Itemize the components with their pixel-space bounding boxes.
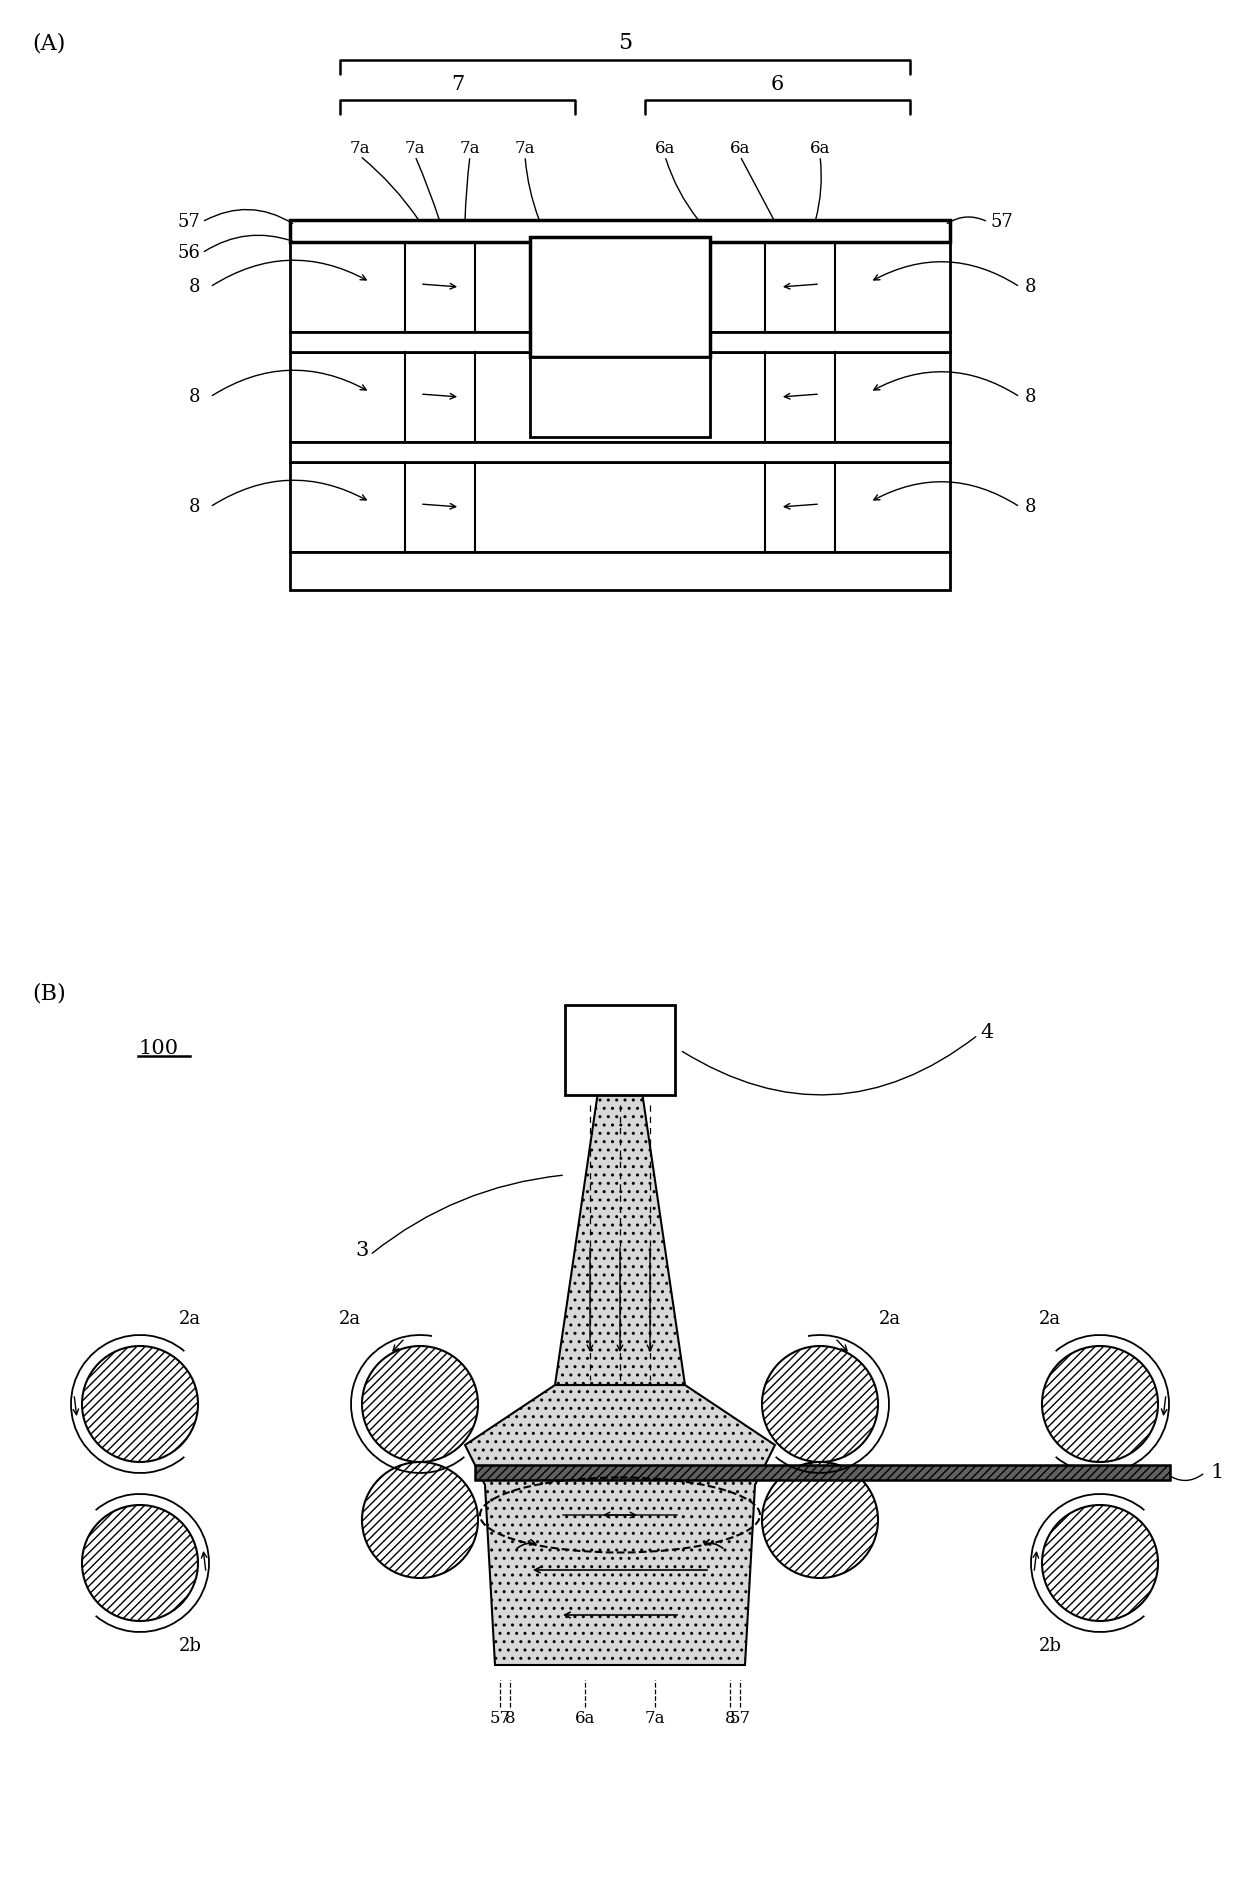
- Bar: [290, 462, 950, 552]
- Text: 57: 57: [490, 1710, 511, 1727]
- Text: 2a: 2a: [339, 1310, 361, 1329]
- Bar: [290, 242, 950, 332]
- Circle shape: [1042, 1505, 1158, 1622]
- Bar: [290, 220, 950, 242]
- Bar: [290, 552, 950, 589]
- Bar: [290, 332, 950, 353]
- Text: 8: 8: [1025, 389, 1037, 405]
- Text: 7a: 7a: [350, 139, 371, 156]
- Text: 1: 1: [1210, 1462, 1224, 1483]
- Text: 8: 8: [1025, 278, 1037, 297]
- Bar: [475, 1466, 1171, 1479]
- Text: 8: 8: [188, 278, 200, 297]
- Text: (B): (B): [32, 982, 66, 1004]
- Bar: [565, 1004, 675, 1094]
- Polygon shape: [465, 1385, 775, 1665]
- Text: 6a: 6a: [575, 1710, 595, 1727]
- Text: 2a: 2a: [1039, 1310, 1061, 1329]
- Text: 100: 100: [138, 1038, 179, 1057]
- Text: 7a: 7a: [645, 1710, 665, 1727]
- Circle shape: [362, 1462, 477, 1579]
- Bar: [290, 353, 950, 441]
- Text: 3: 3: [355, 1241, 368, 1259]
- Text: 7: 7: [451, 75, 464, 94]
- Bar: [529, 237, 711, 357]
- Text: 8: 8: [188, 389, 200, 405]
- Circle shape: [763, 1462, 878, 1579]
- Circle shape: [763, 1346, 878, 1462]
- Circle shape: [1042, 1346, 1158, 1462]
- Text: 57: 57: [177, 212, 200, 231]
- Text: 8: 8: [724, 1710, 735, 1727]
- Text: 8: 8: [505, 1710, 516, 1727]
- Text: 7a: 7a: [404, 139, 425, 156]
- Text: 7a: 7a: [515, 139, 536, 156]
- Text: (A): (A): [32, 32, 66, 54]
- Text: 7a: 7a: [460, 139, 480, 156]
- Text: 57: 57: [729, 1710, 750, 1727]
- Text: 2b: 2b: [179, 1637, 201, 1656]
- Bar: [529, 357, 711, 437]
- Text: 56: 56: [177, 244, 200, 263]
- Text: 4: 4: [980, 1023, 993, 1042]
- Text: 5: 5: [618, 32, 632, 54]
- Text: 6: 6: [771, 75, 784, 94]
- Text: 2b: 2b: [1039, 1637, 1061, 1656]
- Circle shape: [362, 1346, 477, 1462]
- Text: 2a: 2a: [179, 1310, 201, 1329]
- Circle shape: [82, 1505, 198, 1622]
- Text: 6a: 6a: [655, 139, 676, 156]
- Text: 8: 8: [1025, 497, 1037, 516]
- Bar: [290, 441, 950, 462]
- Text: 6a: 6a: [810, 139, 831, 156]
- Text: 57: 57: [990, 212, 1013, 231]
- Text: 6a: 6a: [730, 139, 750, 156]
- Polygon shape: [556, 1094, 684, 1385]
- Text: 8: 8: [188, 497, 200, 516]
- Text: 2a: 2a: [879, 1310, 901, 1329]
- Circle shape: [82, 1346, 198, 1462]
